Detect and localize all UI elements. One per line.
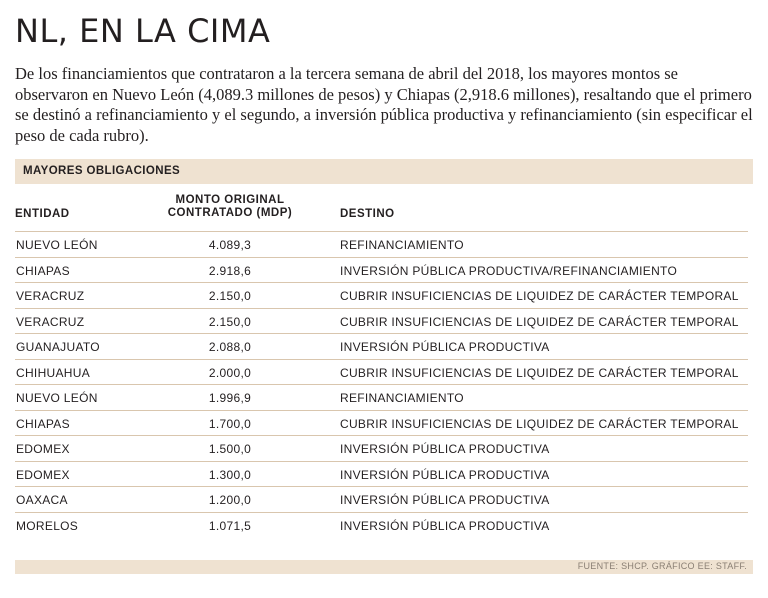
source-credit: FUENTE: SHCP. GRÁFICO EE: STAFF. [577,561,747,571]
cell-destino: INVERSIÓN PÚBLICA PRODUCTIVA [340,493,550,507]
cell-entidad: EDOMEX [16,442,70,456]
cell-monto: 1.700,0 [208,416,252,431]
table-row: OAXACA 1.200,0 INVERSIÓN PÚBLICA PRODUCT… [15,487,748,513]
cell-destino: REFINANCIAMIENTO [340,391,464,405]
table-row: CHIHUAHUA 2.000,0 CUBRIR INSUFICIENCIAS … [15,360,748,385]
section-label: MAYORES OBLIGACIONES [23,165,181,177]
cell-entidad: MORELOS [16,518,79,533]
cell-monto: 1.071,5 [208,518,252,533]
column-header-monto-line2: CONTRATADO (MDP) [167,207,293,219]
cell-destino: REFINANCIAMIENTO [340,238,464,252]
cell-monto: 2.000,0 [208,365,252,380]
column-header-entidad: ENTIDAD [15,208,70,220]
cell-destino: INVERSIÓN PÚBLICA PRODUCTIVA/REFINANCIAM… [340,263,678,278]
cell-entidad: GUANAJUATO [16,340,100,354]
cell-monto: 2.088,0 [208,340,252,354]
section-header-band: MAYORES OBLIGACIONES [15,159,753,184]
cell-entidad: CHIHUAHUA [16,365,91,380]
cell-entidad: NUEVO LEÓN [16,391,98,405]
cell-monto: 1.200,0 [208,493,252,507]
cell-destino: CUBRIR INSUFICIENCIAS DE LIQUIDEZ DE CAR… [340,416,739,431]
cell-entidad: CHIAPAS [16,416,70,431]
cell-monto: 2.150,0 [208,314,252,329]
cell-destino: CUBRIR INSUFICIENCIAS DE LIQUIDEZ DE CAR… [340,365,739,380]
table-row: GUANAJUATO 2.088,0 INVERSIÓN PÚBLICA PRO… [15,334,748,360]
cell-destino: INVERSIÓN PÚBLICA PRODUCTIVA [340,518,550,533]
column-header-monto: MONTO ORIGINAL CONTRATADO (MDP) [140,194,320,220]
cell-monto: 1.996,9 [208,391,252,405]
cell-destino: INVERSIÓN PÚBLICA PRODUCTIVA [340,467,550,482]
cell-destino: CUBRIR INSUFICIENCIAS DE LIQUIDEZ DE CAR… [340,314,739,329]
table-row: VERACRUZ 2.150,0 CUBRIR INSUFICIENCIAS D… [15,283,748,309]
cell-monto: 2.150,0 [208,289,252,303]
table-row: MORELOS 1.071,5 INVERSIÓN PÚBLICA PRODUC… [15,513,748,539]
column-header-destino: DESTINO [340,208,395,220]
lead-paragraph: De los financiamientos que contrataron a… [15,64,753,145]
cell-monto: 4.089,3 [208,238,252,252]
table-row: NUEVO LEÓN 1.996,9 REFINANCIAMIENTO [15,385,748,411]
table-row: CHIAPAS 1.700,0 CUBRIR INSUFICIENCIAS DE… [15,411,748,436]
obligations-table: NUEVO LEÓN 4.089,3 REFINANCIAMIENTO CHIA… [15,231,748,538]
cell-monto: 1.300,0 [208,467,252,482]
cell-entidad: CHIAPAS [16,263,70,278]
cell-destino: INVERSIÓN PÚBLICA PRODUCTIVA [340,442,550,456]
cell-entidad: OAXACA [16,493,68,507]
table-row: NUEVO LEÓN 4.089,3 REFINANCIAMIENTO [15,232,748,258]
column-header-monto-line1: MONTO ORIGINAL [175,194,285,206]
table-row: EDOMEX 1.500,0 INVERSIÓN PÚBLICA PRODUCT… [15,436,748,462]
cell-destino: CUBRIR INSUFICIENCIAS DE LIQUIDEZ DE CAR… [340,289,739,303]
cell-monto: 2.918,6 [208,263,252,278]
cell-entidad: NUEVO LEÓN [16,238,98,252]
cell-monto: 1.500,0 [208,442,252,456]
footer-band: FUENTE: SHCP. GRÁFICO EE: STAFF. [15,560,753,574]
cell-entidad: VERACRUZ [16,289,85,303]
table-row: VERACRUZ 2.150,0 CUBRIR INSUFICIENCIAS D… [15,309,748,334]
cell-entidad: EDOMEX [16,467,70,482]
cell-entidad: VERACRUZ [16,314,85,329]
table-row: EDOMEX 1.300,0 INVERSIÓN PÚBLICA PRODUCT… [15,462,748,487]
table-row: CHIAPAS 2.918,6 INVERSIÓN PÚBLICA PRODUC… [15,258,748,283]
cell-destino: INVERSIÓN PÚBLICA PRODUCTIVA [340,340,550,354]
page-title: NL, EN LA CIMA [15,12,271,50]
